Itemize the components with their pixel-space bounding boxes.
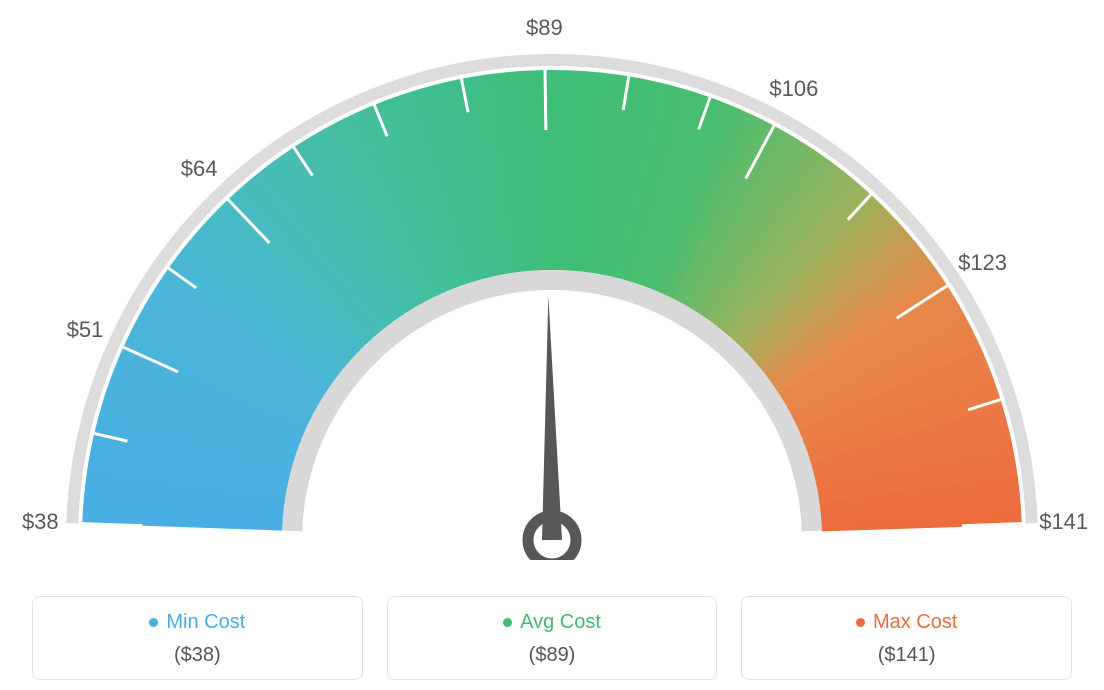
gauge-tick-label: $106 <box>769 76 818 102</box>
legend-max-value: ($141) <box>752 644 1061 667</box>
gauge-tick-label: $64 <box>181 156 218 182</box>
dot-icon <box>149 618 158 627</box>
gauge-tick-label: $141 <box>1039 509 1088 535</box>
legend-max-label: Max Cost <box>873 611 957 634</box>
gauge-tick-label: $38 <box>22 509 59 535</box>
dot-icon <box>503 618 512 627</box>
legend-title-avg: Avg Cost <box>503 611 601 634</box>
gauge-tick-label: $89 <box>526 15 563 41</box>
dot-icon <box>856 618 865 627</box>
cost-gauge-widget: $38 $51 $64 $89 $106 $123 $141 Min Cost ($38) … <box>0 0 1104 690</box>
legend-card-max: Max Cost ($141) <box>741 596 1072 680</box>
gauge-tick-label: $51 <box>67 317 104 343</box>
gauge-tick-label: $123 <box>958 250 1007 276</box>
legend-title-max: Max Cost <box>856 611 957 634</box>
legend-row: Min Cost ($38) Avg Cost ($89) Max Cost (… <box>0 596 1104 680</box>
legend-card-min: Min Cost ($38) <box>32 596 363 680</box>
legend-avg-value: ($89) <box>398 644 707 667</box>
legend-min-value: ($38) <box>43 644 352 667</box>
legend-avg-label: Avg Cost <box>520 611 601 634</box>
gauge-chart: $38 $51 $64 $89 $106 $123 $141 <box>0 0 1104 560</box>
legend-card-avg: Avg Cost ($89) <box>387 596 718 680</box>
legend-title-min: Min Cost <box>149 611 245 634</box>
legend-min-label: Min Cost <box>166 611 245 634</box>
